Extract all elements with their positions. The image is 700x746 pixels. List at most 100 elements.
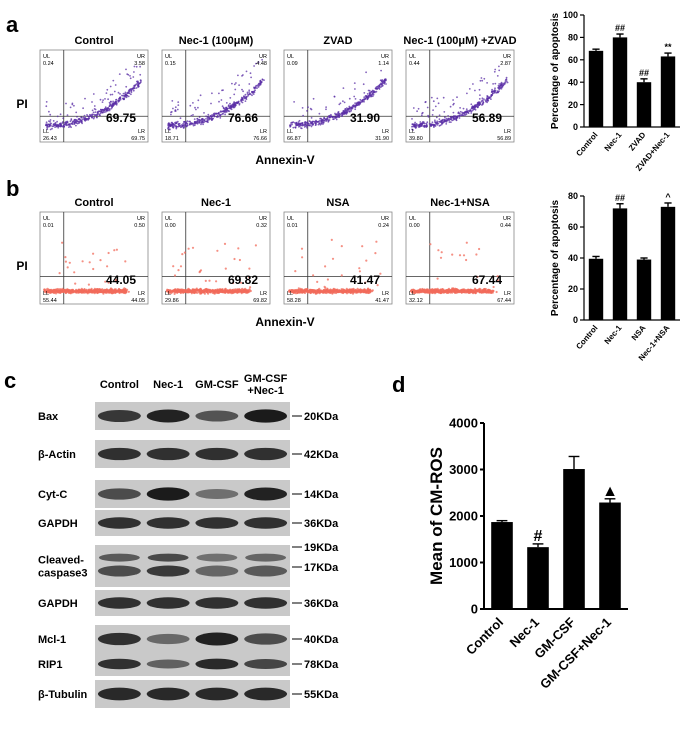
event-dot [430,124,432,126]
event-dot [82,107,84,110]
quadrant-lr-label: LR [260,129,267,135]
event-dot [505,76,508,79]
quadrant-lr-value: 41.47 [375,298,389,304]
event-dot [114,84,117,86]
event-dot [224,107,227,109]
event-dot [65,289,69,292]
event-dot [294,122,296,124]
event-dot [56,123,59,126]
event-dot [73,122,76,124]
event-dot [342,87,345,89]
event-dot [338,290,341,293]
event-dot [99,98,102,101]
event-dot [234,103,237,106]
event-dot [71,103,74,106]
lane-label: GM-CSF [244,373,288,385]
event-dot [83,114,86,117]
y-tick-label: 60 [568,55,578,65]
event-dot [496,91,499,94]
event-dot [81,260,84,263]
event-dot [71,123,74,125]
event-dot [335,113,338,116]
event-dot [494,82,497,85]
event-dot [378,85,381,88]
event-dot [325,106,327,108]
y-tick-label: 2000 [449,509,478,524]
event-dot [189,104,192,107]
event-dot [337,112,340,115]
event-dot [303,290,306,293]
event-dot [341,114,343,117]
bar [588,258,604,320]
event-dot [498,83,501,85]
event-dot [133,65,136,68]
quadrant-ll-value: 66.87 [287,136,301,142]
event-dot [339,113,342,116]
event-dot [218,100,220,103]
event-dot [248,83,251,85]
event-dot [118,99,121,102]
event-dot [263,79,265,81]
event-dot [310,117,313,119]
event-dot [476,103,478,106]
event-dot [346,110,349,113]
event-dot [367,97,369,100]
event-dot [200,291,203,294]
event-dot [291,289,294,292]
event-dot [436,290,439,293]
quadrant-ul-value: 0.15 [165,61,176,67]
event-dot [46,290,49,293]
molecular-weight-label: 14KDa [304,489,339,501]
event-dot [122,94,124,97]
event-dot [108,290,111,293]
event-dot [261,58,263,61]
event-dot [256,87,258,89]
event-dot [318,112,321,115]
event-dot [486,82,488,84]
event-dot [356,104,359,106]
event-dot [234,288,237,291]
quadrant-ul-value: 0.09 [287,61,298,67]
event-dot [222,110,225,113]
event-dot [344,110,347,112]
event-dot [138,82,141,85]
event-dot [431,114,434,116]
event-dot [312,120,314,123]
protein-band [245,553,287,562]
event-dot [342,100,344,103]
quadrant-ll-value: 26.43 [43,136,57,142]
event-dot [306,110,308,112]
event-dot [233,83,236,86]
event-dot [490,94,493,97]
event-dot [105,92,108,94]
event-dot [237,247,240,250]
event-dot [441,288,444,291]
event-dot [75,291,78,294]
event-dot [425,288,428,291]
event-dot [48,120,50,122]
event-dot [428,292,431,295]
event-dot [411,123,414,126]
quadrant-ll-value: 29.86 [165,298,179,304]
event-dot [58,288,62,291]
event-dot [177,101,180,103]
event-dot [478,98,481,100]
event-dot [380,83,383,85]
y-tick-label: 100 [563,10,578,20]
event-dot [292,126,295,129]
event-dot [340,290,343,293]
quadrant-ur-label: UR [137,216,145,222]
event-dot [416,110,418,113]
event-dot [319,123,322,126]
event-dot [168,128,171,131]
event-dot [186,120,189,122]
bar [636,259,652,320]
event-dot [444,116,446,119]
event-dot [348,97,351,100]
event-dot [205,115,208,118]
event-dot [294,270,297,273]
flow-plot-frame [405,49,515,143]
quadrant-ur-value: 2.87 [500,61,511,67]
event-dot [464,114,466,117]
y-axis-label-pi: PI [16,97,27,111]
